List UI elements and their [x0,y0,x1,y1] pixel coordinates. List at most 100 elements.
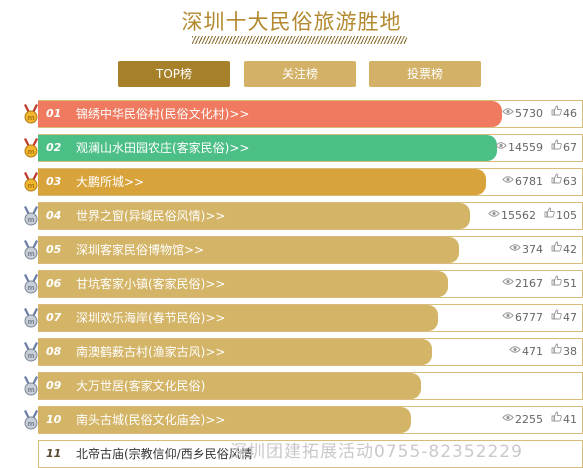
ranking-row[interactable]: m 04 世界之窗(异域民俗风情)>> 15562 105 [20,202,583,230]
svg-text:m: m [27,216,34,224]
svg-text:m: m [27,318,34,326]
place-link[interactable]: 深圳客家民俗博物馆>> [76,243,205,257]
eye-icon [495,133,507,161]
like-count: 51 [563,277,577,290]
rank-number: 10 [46,413,62,426]
row-stats: 15562 105 [488,202,577,230]
svg-text:m: m [27,284,34,292]
row-stats: 374 42 [509,236,577,264]
silver-medal-icon: m [23,206,39,226]
tab-vote[interactable]: 投票榜 [369,61,481,87]
row-stats: 2167 51 [502,270,577,298]
view-count: 5730 [515,107,543,120]
gold-medal-icon: m [23,172,39,192]
tab-top[interactable]: TOP榜 [118,61,230,87]
like-count: 47 [563,311,577,324]
ranking-row[interactable]: m 06 甘坑客家小镇(客家民俗)>> 2167 51 [20,270,583,298]
eye-icon [509,235,521,263]
ranking-row[interactable]: m 02 观澜山水田园农庄(客家民俗)>> 14559 67 [20,134,583,162]
thumbs-up-icon[interactable] [551,167,562,195]
place-link[interactable]: 北帝古庙(宗教信仰/西乡民俗风情 [76,447,253,461]
place-link[interactable]: 甘坑客家小镇(客家民俗)>> [76,277,226,291]
tab-follow[interactable]: 关注榜 [244,61,356,87]
svg-text:m: m [27,114,34,122]
rank-number: 04 [46,209,62,222]
rank-number: 07 [46,311,62,324]
thumbs-up-icon[interactable] [551,337,562,365]
thumbs-up-icon[interactable] [551,235,562,263]
thumbs-up-icon[interactable] [544,201,555,229]
rank-number: 11 [46,447,62,460]
svg-text:m: m [27,420,34,428]
like-count: 63 [563,175,577,188]
rank-bar-fill [38,237,459,263]
row-stats: 5730 46 [502,100,577,128]
rank-number: 05 [46,243,62,256]
svg-text:m: m [27,352,34,360]
rank-bar-fill [38,339,432,365]
thumbs-up-icon[interactable] [551,303,562,331]
ranking-row[interactable]: m 07 深圳欢乐海岸(春节民俗)>> 6777 47 [20,304,583,332]
place-link[interactable]: 观澜山水田园农庄(客家民俗)>> [76,141,250,155]
place-link[interactable]: 世界之窗(异域民俗风情)>> [76,209,226,223]
rank-bar-fill [38,169,486,195]
rank-bar-fill [38,135,497,161]
eye-icon [502,99,514,127]
rank-bar-fill [38,407,411,433]
eye-icon [509,337,521,365]
silver-medal-icon: m [23,342,39,362]
view-count: 374 [522,243,543,256]
rank-number: 06 [46,277,62,290]
rank-number: 08 [46,345,62,358]
like-count: 105 [556,209,577,222]
ranking-row[interactable]: m 10 南头古城(民俗文化庙会)>> 2255 41 [20,406,583,434]
rank-bar-fill [38,203,470,229]
thumbs-up-icon[interactable] [551,133,562,161]
place-link[interactable]: 大鹏所城>> [76,175,145,189]
ranking-row[interactable]: m 01 锦绣中华民俗村(民俗文化村)>> 5730 46 [20,100,583,128]
title-divider [192,36,407,44]
place-link[interactable]: 大万世居(客家文化民俗) [76,379,206,393]
row-stats: 6781 63 [502,168,577,196]
silver-medal-icon: m [23,410,39,430]
view-count: 14559 [508,141,543,154]
gold-medal-icon: m [23,138,39,158]
thumbs-up-icon[interactable] [551,269,562,297]
gold-medal-icon: m [23,104,39,124]
eye-icon [502,303,514,331]
thumbs-up-icon[interactable] [551,99,562,127]
like-count: 46 [563,107,577,120]
view-count: 2255 [515,413,543,426]
like-count: 41 [563,413,577,426]
ranking-row[interactable]: m 05 深圳客家民俗博物馆>> 374 42 [20,236,583,264]
view-count: 6781 [515,175,543,188]
ranking-row[interactable]: 11 北帝古庙(宗教信仰/西乡民俗风情 [20,440,583,468]
silver-medal-icon: m [23,240,39,260]
svg-text:m: m [27,148,34,156]
ranking-row[interactable]: m 09 大万世居(客家文化民俗) [20,372,583,400]
place-link[interactable]: 南澳鹤薮古村(渔家古风)>> [76,345,226,359]
thumbs-up-icon[interactable] [551,405,562,433]
svg-text:m: m [27,250,34,258]
place-link[interactable]: 锦绣中华民俗村(民俗文化村)>> [76,107,250,121]
like-count: 38 [563,345,577,358]
row-stats: 6777 47 [502,304,577,332]
eye-icon [502,269,514,297]
like-count: 67 [563,141,577,154]
rank-bar-fill [38,101,502,127]
place-link[interactable]: 南头古城(民俗文化庙会)>> [76,413,226,427]
rank-bar-fill [38,271,448,297]
silver-medal-icon: m [23,308,39,328]
ranking-tabs: TOP榜 关注榜 投票榜 [118,61,481,87]
row-stats: 14559 67 [495,134,577,162]
row-stats: 471 38 [509,338,577,366]
svg-text:m: m [27,386,34,394]
row-stats: 2255 41 [502,406,577,434]
view-count: 15562 [501,209,536,222]
svg-text:m: m [27,182,34,190]
ranking-row[interactable]: m 08 南澳鹤薮古村(渔家古风)>> 471 38 [20,338,583,366]
rank-number: 09 [46,379,62,392]
place-link[interactable]: 深圳欢乐海岸(春节民俗)>> [76,311,226,325]
rank-bar-fill [38,373,421,399]
ranking-row[interactable]: m 03 大鹏所城>> 6781 63 [20,168,583,196]
